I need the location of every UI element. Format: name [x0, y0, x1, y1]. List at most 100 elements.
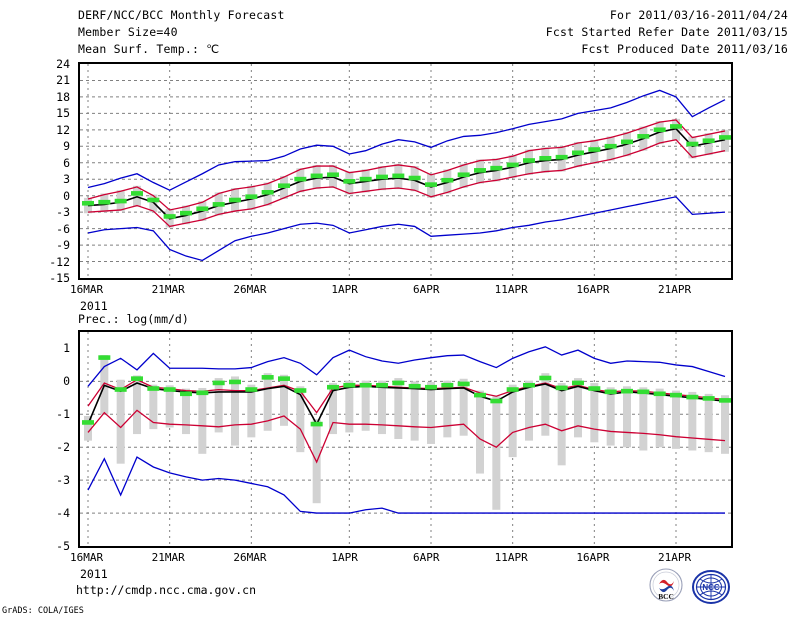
median-marker [490, 165, 503, 171]
median-marker [457, 381, 470, 387]
x-tick-label: 16APR [576, 551, 610, 564]
ensemble-spread-bar [721, 395, 729, 454]
ensemble-spread-bar [280, 374, 288, 426]
median-marker [376, 174, 388, 180]
median-marker [425, 384, 437, 390]
temperature-year-label: 2011 [80, 299, 108, 313]
ensemble-spread-bar [427, 382, 435, 444]
precip-axis-title: Prec.: log(mm/d) [78, 312, 189, 326]
series-line-max [87, 346, 726, 387]
median-marker [131, 191, 143, 196]
x-tick-label: 26MAR [233, 551, 267, 564]
y-tick-label: -6 [56, 221, 70, 236]
ensemble-spread-bar [655, 388, 664, 448]
precipitation-year-label: 2011 [80, 567, 108, 581]
ensemble-spread-bar [231, 376, 239, 446]
median-marker [131, 376, 143, 381]
ensemble-spread-bar [165, 385, 174, 428]
median-marker [310, 173, 323, 179]
median-marker [310, 421, 323, 427]
median-marker [196, 206, 209, 212]
series-line-min [87, 456, 725, 514]
median-marker [572, 150, 584, 156]
ensemble-spread-bar [361, 380, 370, 431]
x-tick-label: 11APR [494, 283, 528, 296]
cmdp-url-link[interactable]: http://cmdp.ncc.cma.gov.cn [76, 583, 257, 597]
ensemble-spread-bar [672, 390, 680, 449]
y-tick-label: -3 [56, 205, 70, 220]
median-marker [114, 198, 127, 204]
y-tick-label: 9 [63, 139, 70, 154]
ensemble-spread-bar [508, 384, 517, 458]
y-tick-label: -5 [56, 539, 70, 553]
ensemble-spread-bar [443, 380, 452, 438]
x-tick-label: 21MAR [151, 551, 185, 564]
median-marker [686, 141, 699, 147]
median-marker [523, 158, 535, 163]
median-marker [474, 168, 486, 173]
x-tick-label: 21APR [658, 551, 692, 564]
y-tick-label: 1 [63, 341, 70, 356]
median-marker [621, 139, 633, 145]
median-marker [670, 124, 682, 129]
median-marker [229, 379, 241, 385]
series-line-lower_quartile [87, 139, 726, 228]
forecast-started-label: Fcst Started Refer Date 2011/03/15 [545, 25, 788, 39]
y-tick-label: -12 [49, 254, 70, 269]
ensemble-spread-bar [704, 133, 713, 156]
ensemble-spread-bar [133, 375, 141, 435]
median-marker [719, 398, 731, 403]
median-marker [343, 179, 356, 184]
median-marker [408, 175, 421, 181]
median-marker [686, 394, 699, 400]
ensemble-spread-bar [263, 373, 272, 431]
ensemble-spread-bar [639, 387, 648, 451]
temperature-chart-panel [78, 62, 733, 280]
y-tick-label: 6 [63, 155, 70, 170]
median-marker [637, 134, 650, 139]
median-marker [163, 387, 176, 392]
y-tick-label: -1 [56, 407, 70, 422]
page-title: DERF/NCC/BCC Monthly Forecast [78, 8, 285, 22]
median-marker [82, 420, 94, 425]
x-tick-label: 11APR [494, 551, 528, 564]
ensemble-spread-bar [84, 415, 92, 441]
ensemble-spread-bar [198, 387, 207, 454]
median-marker [441, 177, 454, 183]
median-marker [359, 382, 372, 388]
median-marker [196, 390, 209, 396]
ensemble-spread-bar [704, 393, 713, 453]
series-line-mean [87, 127, 726, 220]
median-marker [653, 391, 666, 397]
ensemble-spread-bar [410, 381, 419, 441]
median-marker [555, 154, 568, 160]
ensemble-spread-bar [182, 388, 190, 435]
ensemble-spread-bar [688, 136, 697, 159]
median-marker [441, 382, 454, 388]
x-tick-label: 16APR [576, 283, 610, 296]
median-marker [425, 182, 437, 187]
ensemble-spread-bar [296, 386, 305, 453]
median-marker [163, 214, 176, 219]
ensemble-spread-bar [247, 384, 256, 438]
median-marker [621, 388, 633, 394]
median-marker [539, 155, 552, 161]
median-marker [294, 388, 307, 393]
median-marker [212, 380, 225, 386]
y-tick-label: 12 [56, 122, 70, 137]
ncc-logo: NCC [692, 570, 730, 604]
temperature-plot [80, 64, 731, 278]
temp-variable-label: Mean Surf. Temp.: ℃ [78, 42, 220, 56]
median-marker [82, 200, 94, 206]
median-marker [245, 194, 258, 199]
ensemble-spread-bar [525, 380, 533, 441]
median-marker [474, 392, 486, 398]
y-tick-label: 3 [63, 172, 70, 187]
median-marker [588, 147, 601, 152]
ensemble-spread-bar [688, 391, 697, 451]
median-marker [702, 138, 715, 144]
median-marker [523, 382, 535, 388]
ensemble-spread-bar [394, 378, 403, 439]
median-marker [506, 387, 519, 392]
median-marker [392, 173, 405, 179]
